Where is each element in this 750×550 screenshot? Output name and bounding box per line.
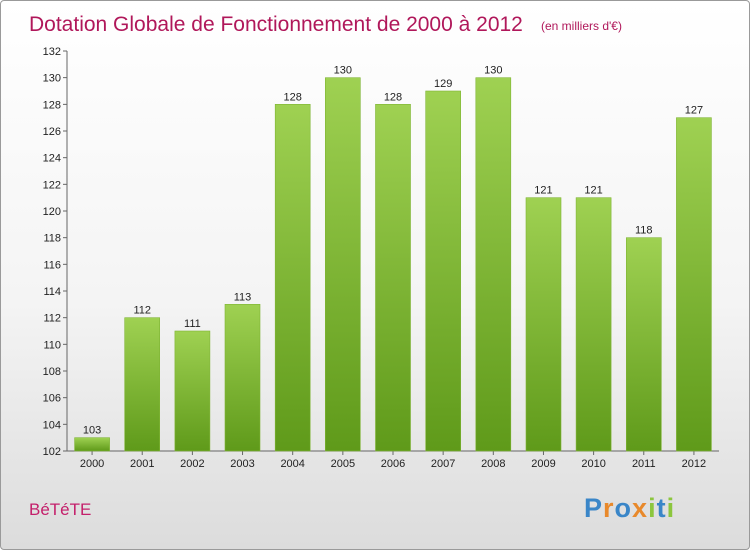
x-tick-label-2002: 2002 (180, 458, 204, 470)
bar-2006 (375, 104, 411, 452)
y-tick-label: 116 (43, 259, 61, 271)
chart-subtitle: (en milliers d'€) (541, 19, 622, 33)
y-tick-label: 112 (43, 313, 61, 325)
value-label-2009: 121 (534, 185, 552, 197)
y-tick-label: 114 (43, 286, 61, 298)
brand-letter: P (584, 493, 603, 523)
brand-letter: i (667, 493, 676, 523)
x-tick-label-2007: 2007 (431, 458, 455, 470)
bar-2010 (575, 197, 612, 452)
value-labels: 103 112 111 113 128 130 128 129 130 121 121 118 127 (83, 65, 703, 437)
value-label-2007: 129 (434, 78, 452, 90)
y-tick-label: 130 (43, 73, 61, 85)
brand-letter: t (657, 493, 667, 523)
bar-2011 (625, 237, 662, 452)
bar-2001 (124, 317, 160, 452)
brand-letter: x (632, 493, 648, 523)
brand-letter: r (603, 493, 615, 523)
x-tick-label-2000: 2000 (80, 458, 104, 470)
y-tick-label: 110 (43, 339, 61, 351)
commune-name: BéTéTE (29, 500, 91, 519)
x-tick-label-2009: 2009 (531, 458, 555, 470)
value-label-2005: 130 (334, 65, 352, 77)
y-tick-label: 122 (43, 179, 61, 191)
bar-2004 (274, 104, 311, 452)
value-label-2012: 127 (685, 105, 703, 117)
y-tick-label: 132 (43, 46, 61, 58)
brand-letter: o (615, 493, 633, 523)
brand-logo: Proxiti (584, 493, 675, 523)
x-axis: 2000 2001 2002 2003 2004 2005 2006 2007 2008 2009… (67, 450, 719, 470)
x-tick-label-2005: 2005 (331, 458, 355, 470)
x-tick-label-2008: 2008 (481, 458, 505, 470)
x-tick-label-2004: 2004 (280, 458, 304, 470)
y-tick-label: 120 (43, 206, 61, 218)
value-label-2001: 112 (133, 305, 151, 317)
x-tick-label-2012: 2012 (682, 458, 706, 470)
x-tick-label-2003: 2003 (230, 458, 254, 470)
value-label-2002: 111 (184, 318, 201, 330)
value-label-2008: 130 (484, 65, 502, 77)
bar-2003 (224, 303, 261, 452)
y-tick-label: 102 (43, 446, 61, 458)
bars (74, 77, 712, 452)
y-tick-label: 108 (43, 366, 61, 378)
x-tick-label-2011: 2011 (632, 458, 656, 470)
brand-letter: i (648, 493, 657, 523)
chart-title: Dotation Globale de Fonctionnement de 20… (29, 13, 523, 36)
value-label-2006: 128 (384, 91, 402, 103)
x-tick-label-2001: 2001 (130, 458, 154, 470)
bar-2000 (74, 437, 110, 452)
bar-2007 (425, 90, 462, 452)
value-label-2010: 121 (584, 185, 602, 197)
y-axis: 102 104 106 108 110 112 114 116 118 120 122 124 126 1… (43, 46, 68, 458)
value-label-2000: 103 (83, 425, 101, 437)
bar-2005 (324, 77, 361, 452)
value-label-2004: 128 (284, 91, 302, 103)
y-tick-label: 106 (43, 393, 61, 405)
x-tick-label-2010: 2010 (581, 458, 605, 470)
y-tick-label: 124 (43, 153, 61, 165)
y-tick-label: 126 (43, 126, 61, 138)
y-tick-label: 104 (43, 419, 61, 431)
bar-2002 (174, 330, 211, 452)
y-tick-label: 118 (43, 233, 61, 245)
bar-2012 (676, 117, 712, 452)
bar-2009 (525, 197, 562, 452)
bar-2008 (475, 77, 512, 452)
value-label-2003: 113 (234, 291, 252, 303)
value-label-2011: 118 (635, 225, 653, 237)
x-tick-label-2006: 2006 (381, 458, 405, 470)
y-tick-label: 128 (43, 99, 61, 111)
